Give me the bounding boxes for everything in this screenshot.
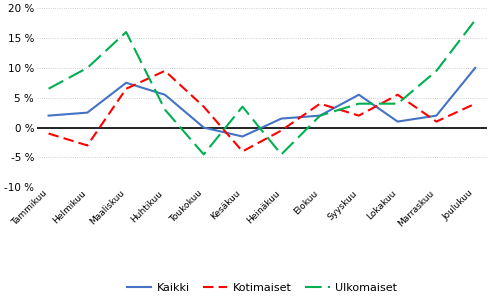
Ulkomaiset [123,30,129,34]
Kotimaiset [395,93,401,97]
Kaikki [317,114,323,117]
Line: Kaikki: Kaikki [49,68,475,137]
Kotimaiset [46,132,52,135]
Kotimaiset [434,120,439,124]
Kaikki [472,66,478,70]
Kaikki [201,126,207,129]
Kaikki [46,114,52,117]
Kotimaiset [162,69,168,73]
Kotimaiset [123,87,129,91]
Ulkomaiset [317,114,323,117]
Kotimaiset [317,102,323,105]
Kotimaiset [278,129,284,132]
Kotimaiset [240,149,246,153]
Ulkomaiset [472,18,478,22]
Kotimaiset [84,144,90,147]
Line: Kotimaiset: Kotimaiset [49,71,475,151]
Ulkomaiset [395,102,401,105]
Kotimaiset [472,102,478,105]
Kaikki [395,120,401,124]
Ulkomaiset [201,153,207,156]
Kaikki [278,117,284,120]
Kaikki [240,135,246,138]
Kaikki [84,111,90,114]
Ulkomaiset [162,108,168,111]
Kotimaiset [201,105,207,108]
Ulkomaiset [46,87,52,91]
Kaikki [434,114,439,117]
Kaikki [123,81,129,85]
Legend: Kaikki, Kotimaiset, Ulkomaiset: Kaikki, Kotimaiset, Ulkomaiset [122,279,402,298]
Kotimaiset [356,114,362,117]
Ulkomaiset [84,66,90,70]
Ulkomaiset [278,153,284,156]
Ulkomaiset [356,102,362,105]
Line: Ulkomaiset: Ulkomaiset [49,20,475,154]
Ulkomaiset [434,69,439,73]
Kaikki [162,93,168,97]
Kaikki [356,93,362,97]
Ulkomaiset [240,105,246,108]
